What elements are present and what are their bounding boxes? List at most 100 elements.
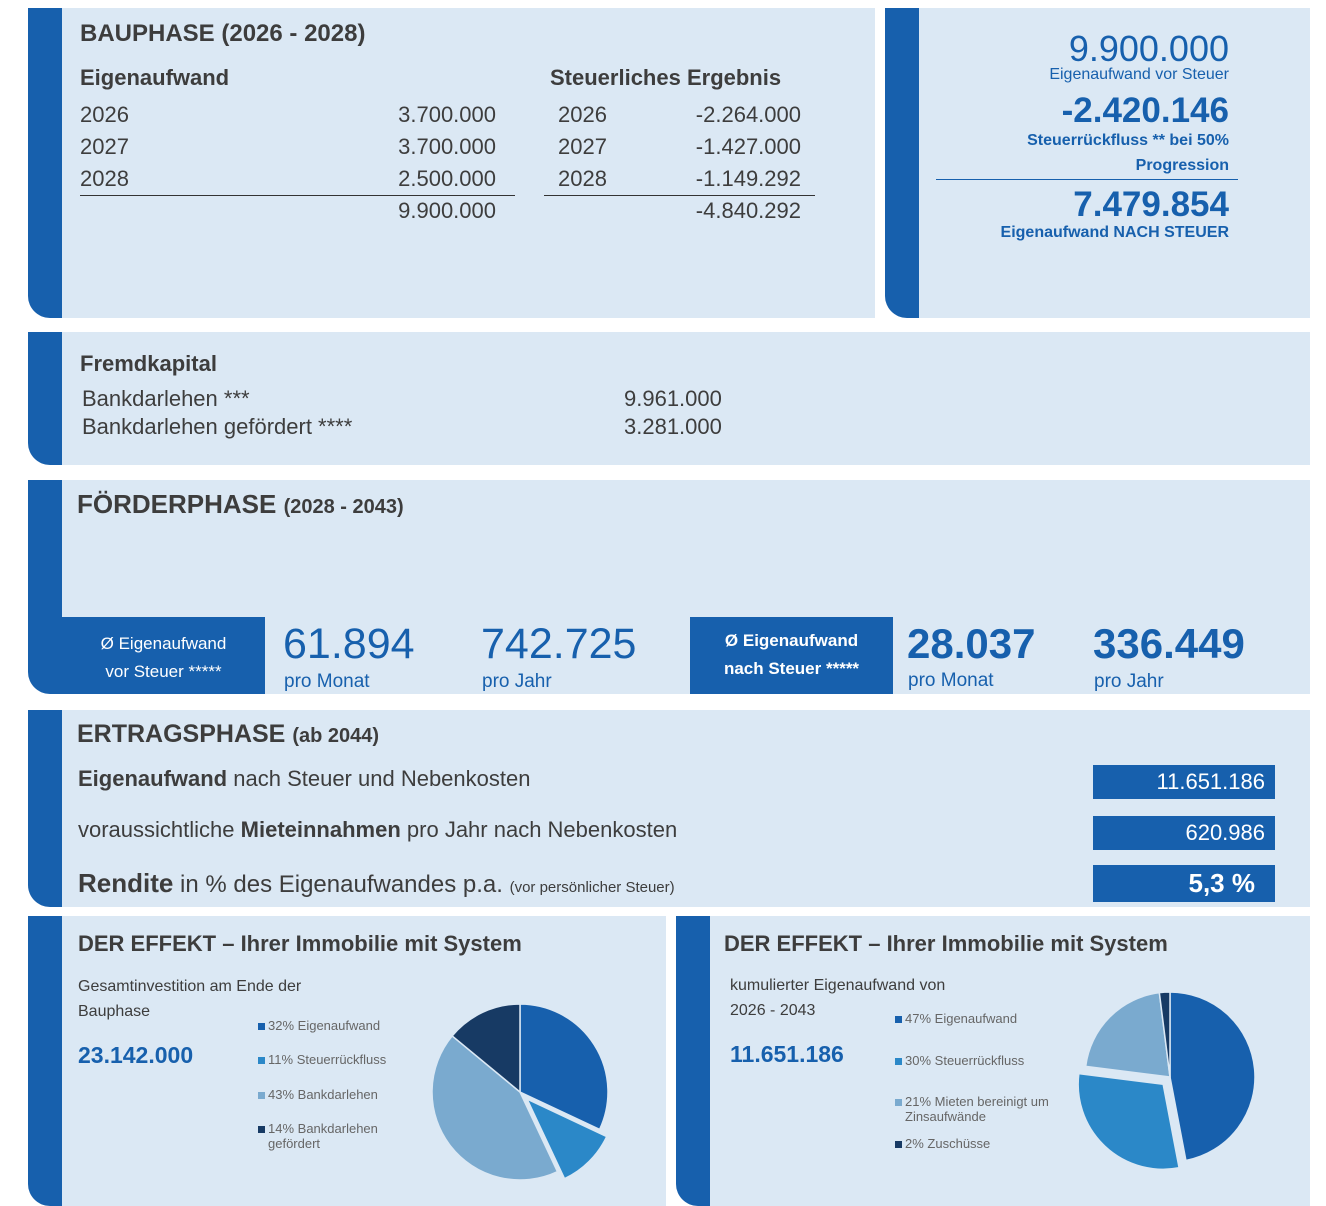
- monthly: 61.894: [283, 620, 415, 668]
- fremd-label: Bankdarlehen gefördert ****: [82, 414, 353, 439]
- refund-label: Progression: [1135, 157, 1229, 174]
- separator: [936, 179, 1238, 180]
- pie-slice: [451, 1003, 521, 1094]
- legend-label: Zuschüsse: [927, 1136, 991, 1151]
- fremd-panel: [28, 332, 1310, 465]
- eigen-header: Eigenaufwand: [80, 65, 230, 90]
- chart-title: DER EFFEKT – Ihrer Immobilie mit System: [78, 931, 522, 956]
- legend-entry: 43% Bankdarlehen: [258, 1087, 408, 1102]
- amount: -1.149.292: [695, 166, 801, 191]
- sum-line: [544, 195, 815, 196]
- bau-title: BAUPHASE (2026 - 2028): [80, 20, 366, 47]
- pie-slice: [1084, 991, 1171, 1078]
- legend-label: Eigenaufwand: [297, 1018, 381, 1033]
- pie-slice: [431, 1034, 559, 1181]
- label-box: [62, 617, 265, 694]
- legend-label: Steuerrückfluss: [296, 1052, 387, 1067]
- legend-swatch: [258, 1126, 265, 1133]
- yearly-label: pro Jahr: [482, 671, 552, 692]
- chart-subtitle: kumulierter Eigenaufwand von 2026 - 2043: [730, 977, 946, 1019]
- legend-swatch: [258, 1092, 265, 1099]
- fremd-title: Fremdkapital: [80, 351, 217, 376]
- amount: 2.500.000: [398, 166, 496, 191]
- legend-entry: 21% Mieten bereinigt um Zinsaufwände: [895, 1094, 1080, 1124]
- fremd-label: Bankdarlehen ***: [82, 386, 250, 411]
- summary-panel: [885, 8, 1310, 318]
- bauphase-panel: [28, 8, 875, 318]
- year: 2027: [558, 134, 607, 159]
- legend-value: 14%: [268, 1121, 295, 1136]
- legend-value: 2%: [905, 1136, 924, 1151]
- after-label: Eigenaufwand NACH STEUER: [1000, 224, 1229, 241]
- pie-slice: [525, 1097, 608, 1180]
- yearly-label: pro Jahr: [1094, 671, 1164, 692]
- chart-total: 11.651.186: [730, 1041, 844, 1067]
- after-value: 7.479.854: [1073, 185, 1229, 224]
- legend-label: Bankdarlehen gefördert: [268, 1121, 378, 1151]
- fremd-value: 3.281.000: [624, 414, 722, 439]
- legend-swatch: [895, 1141, 902, 1148]
- monthly: 28.037: [907, 620, 1036, 667]
- amount: -2.264.000: [695, 102, 801, 127]
- legend-swatch: [895, 1099, 902, 1106]
- amount: 3.700.000: [398, 134, 496, 159]
- sum-line: [80, 195, 515, 196]
- year: 2028: [80, 166, 129, 191]
- ertrag-row: Rendite in % des Eigenaufwandes p.a. (vo…: [78, 868, 675, 898]
- legend-value: 43%: [268, 1087, 295, 1102]
- amount: 3.700.000: [398, 102, 496, 127]
- monthly-label: pro Monat: [908, 670, 994, 691]
- value-box: 11.651.186: [1093, 765, 1275, 799]
- steuer-total: -4.840.292: [695, 198, 801, 223]
- yearly: 336.449: [1093, 620, 1245, 667]
- legend-swatch: [895, 1058, 902, 1065]
- refund-value: -2.420.146: [1061, 91, 1229, 130]
- legend-value: 21%: [905, 1094, 932, 1109]
- legend-entry: 30% Steuerrückfluss: [895, 1053, 1080, 1068]
- steuer-header: Steuerliches Ergebnis: [550, 65, 782, 90]
- title: FÖRDERPHASE: [77, 489, 277, 519]
- legend-label: Mieten bereinigt um Zinsaufwände: [905, 1094, 1049, 1124]
- legend-label: Bankdarlehen: [297, 1087, 378, 1102]
- legend-swatch: [895, 1016, 902, 1023]
- before-value: 9.900.000: [1068, 28, 1229, 69]
- legend-entry: 47% Eigenaufwand: [895, 1011, 1080, 1026]
- amount: -1.427.000: [695, 134, 801, 159]
- value-box: 5,3 %: [1093, 865, 1275, 902]
- pie-slice: [1169, 991, 1256, 1162]
- block-label: Ø Eigenaufwand vor Steuer *****: [100, 634, 227, 681]
- legend-value: 30%: [905, 1053, 932, 1068]
- legend-label: Eigenaufwand: [934, 1011, 1018, 1026]
- block-label: Ø Eigenaufwand nach Steuer *****: [723, 631, 860, 678]
- legend-entry: 2% Zuschüsse: [895, 1136, 1080, 1151]
- year: 2028: [558, 166, 607, 191]
- legend-swatch: [258, 1023, 265, 1030]
- legend-swatch: [258, 1057, 265, 1064]
- ertrag-title: ERTRAGSPHASE (ab 2044): [77, 720, 380, 748]
- ertrag-row: Eigenaufwand nach Steuer und Nebenkosten: [78, 766, 531, 791]
- refund-label: Steuerrückfluss ** bei 50%: [1027, 132, 1229, 149]
- chart-title: DER EFFEKT – Ihrer Immobilie mit System: [724, 931, 1168, 956]
- pie-slice: [1077, 1072, 1180, 1171]
- monthly-label: pro Monat: [284, 671, 370, 692]
- before-label: Eigenaufwand vor Steuer: [1049, 66, 1229, 83]
- period: (2028 - 2043): [283, 496, 404, 518]
- legend-value: 32%: [268, 1018, 295, 1033]
- legend-entry: 11% Steuerrückfluss: [258, 1052, 408, 1067]
- legend-value: 11%: [268, 1052, 294, 1067]
- value-box: 620.986: [1093, 816, 1275, 850]
- legend-entry: 14% Bankdarlehen gefördert: [258, 1121, 408, 1151]
- pie-slice: [519, 1003, 609, 1131]
- ertrag-row: voraussichtliche Mieteinnahmen pro Jahr …: [78, 817, 678, 842]
- year: 2027: [80, 134, 129, 159]
- legend-label: Steuerrückfluss: [934, 1053, 1025, 1068]
- eigen-total: 9.900.000: [398, 198, 496, 223]
- ertrag-panel: [28, 710, 1310, 907]
- pie-slice: [1158, 991, 1171, 1078]
- legend-value: 47%: [905, 1011, 932, 1026]
- label-box: [690, 617, 893, 694]
- year: 2026: [558, 102, 607, 127]
- year: 2026: [80, 102, 129, 127]
